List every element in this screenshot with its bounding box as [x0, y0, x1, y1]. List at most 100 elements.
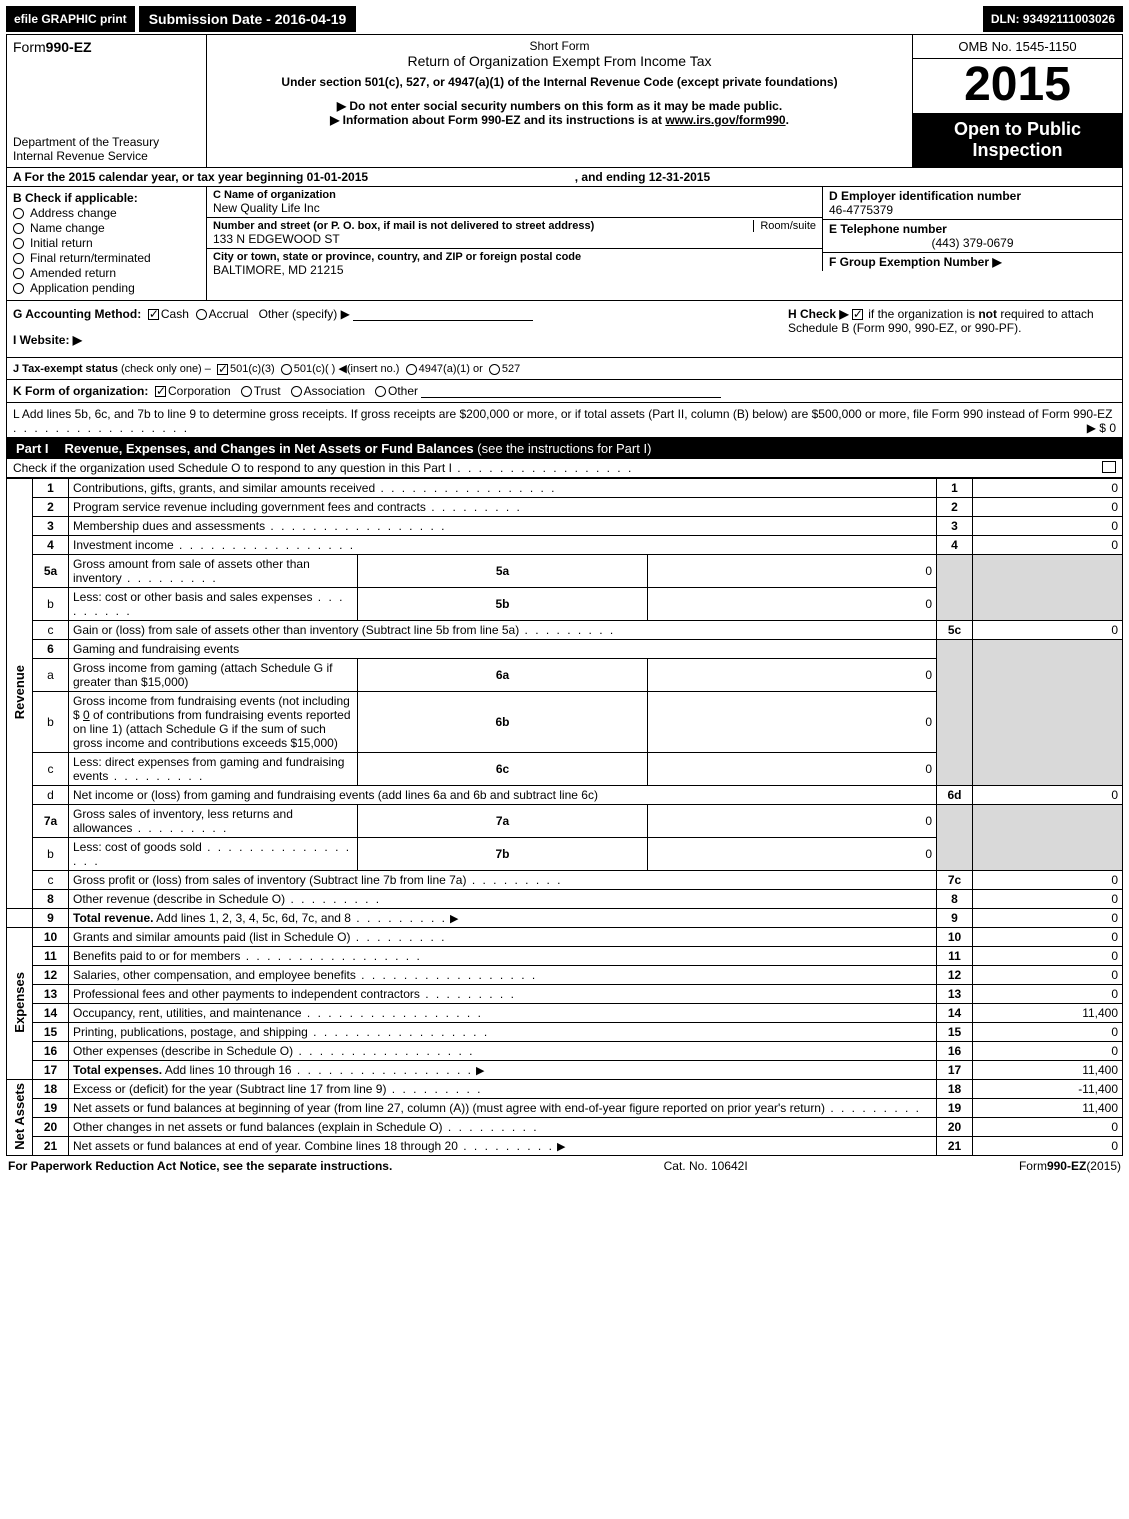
- d9t: Add lines 1, 2, 3, 4, 5c, 6d, 7c, and 8: [153, 911, 350, 925]
- b-opt-5: Application pending: [30, 281, 135, 295]
- n13: 13: [33, 985, 69, 1004]
- n16: 16: [33, 1042, 69, 1061]
- checkbox-icon[interactable]: [217, 364, 228, 375]
- radio-icon[interactable]: [406, 364, 417, 375]
- n6d: d: [33, 786, 69, 805]
- rv5c: 0: [973, 621, 1123, 640]
- radio-icon[interactable]: [13, 208, 24, 219]
- n6c: c: [33, 753, 69, 786]
- info-link[interactable]: www.irs.gov/form990: [665, 113, 785, 127]
- radio-icon[interactable]: [13, 223, 24, 234]
- do-not-enter: ▶ Do not enter social security numbers o…: [215, 99, 904, 113]
- part-i-sub: Check if the organization used Schedule …: [6, 459, 1123, 478]
- d5bt: Less: cost or other basis and sales expe…: [73, 590, 312, 604]
- part-i-sub-text: Check if the organization used Schedule …: [13, 461, 1096, 475]
- rv16: 0: [973, 1042, 1123, 1061]
- col-b: B Check if applicable: Address change Na…: [7, 187, 207, 300]
- d5b: Less: cost or other basis and sales expe…: [69, 588, 358, 621]
- row-8: 8 Other revenue (describe in Schedule O)…: [7, 890, 1123, 909]
- shade-6v: [973, 640, 1123, 786]
- rn14: 14: [937, 1004, 973, 1023]
- rn1: 1: [937, 479, 973, 498]
- d20: Other changes in net assets or fund bala…: [69, 1118, 937, 1137]
- d6at: Gross income from gaming (attach Schedul…: [73, 661, 332, 689]
- n6: 6: [33, 640, 69, 659]
- c-addr-row: Number and street (or P. O. box, if mail…: [207, 218, 822, 249]
- d6a: Gross income from gaming (attach Schedul…: [69, 659, 358, 692]
- d3t: Membership dues and assessments: [73, 519, 265, 533]
- row-16: 16 Other expenses (describe in Schedule …: [7, 1042, 1123, 1061]
- checkbox-icon[interactable]: [148, 309, 159, 320]
- j-o2n: ◀(insert no.): [338, 363, 399, 375]
- n5b: b: [33, 588, 69, 621]
- rv12: 0: [973, 966, 1123, 985]
- col-def: D Employer identification number 46-4775…: [822, 187, 1122, 300]
- radio-icon[interactable]: [489, 364, 500, 375]
- k-other-line[interactable]: [421, 397, 721, 398]
- checkbox-icon[interactable]: [852, 309, 863, 320]
- n6a: a: [33, 659, 69, 692]
- b-opt-name[interactable]: Name change: [13, 221, 200, 235]
- rn9: 9: [937, 909, 973, 928]
- part-i-checkbox[interactable]: [1102, 461, 1116, 473]
- row-19: 19 Net assets or fund balances at beginn…: [7, 1099, 1123, 1118]
- mn5b: 5b: [358, 588, 647, 621]
- rv21: 0: [973, 1137, 1123, 1156]
- rn6d: 6d: [937, 786, 973, 805]
- rv4: 0: [973, 536, 1123, 555]
- line-a-end: 12-31-2015: [649, 170, 710, 184]
- k-line: K Form of organization: Corporation Trus…: [7, 382, 1122, 400]
- c-name-row: C Name of organization New Quality Life …: [207, 187, 822, 218]
- b-opt-address[interactable]: Address change: [13, 206, 200, 220]
- radio-icon[interactable]: [241, 386, 252, 397]
- bcdef-block: B Check if applicable: Address change Na…: [6, 187, 1123, 301]
- b-opt-0: Address change: [30, 206, 117, 220]
- footer-right-pre: Form: [1019, 1159, 1047, 1173]
- rv7c: 0: [973, 871, 1123, 890]
- b-opt-pending[interactable]: Application pending: [13, 281, 200, 295]
- radio-icon[interactable]: [13, 238, 24, 249]
- radio-icon[interactable]: [291, 386, 302, 397]
- b-opt-initial[interactable]: Initial return: [13, 236, 200, 250]
- department: Department of the Treasury Internal Reve…: [13, 135, 200, 163]
- part-i-title-sub: (see the instructions for Part I): [474, 441, 652, 456]
- d18: Excess or (deficit) for the year (Subtra…: [69, 1080, 937, 1099]
- l-amt: ▶ $ 0: [1087, 421, 1116, 435]
- rn16: 16: [937, 1042, 973, 1061]
- radio-icon[interactable]: [13, 283, 24, 294]
- d21: Net assets or fund balances at end of ye…: [69, 1137, 937, 1156]
- checkbox-icon[interactable]: [155, 386, 166, 397]
- line-a-pre: A For the 2015 calendar year, or tax yea…: [13, 170, 307, 184]
- radio-icon[interactable]: [13, 253, 24, 264]
- side-net-text: Net Assets: [12, 1083, 27, 1150]
- d1: Contributions, gifts, grants, and simila…: [69, 479, 937, 498]
- radio-icon[interactable]: [13, 268, 24, 279]
- g-other-line[interactable]: [353, 320, 533, 321]
- d12: Salaries, other compensation, and employ…: [69, 966, 937, 985]
- n12: 12: [33, 966, 69, 985]
- b-opt-amended[interactable]: Amended return: [13, 266, 200, 280]
- n20: 20: [33, 1118, 69, 1137]
- d5ct: Gain or (loss) from sale of assets other…: [73, 623, 519, 637]
- row-18: Net Assets 18 Excess or (deficit) for th…: [7, 1080, 1123, 1099]
- omb-number: OMB No. 1545-1150: [913, 35, 1122, 59]
- rv9: 0: [973, 909, 1123, 928]
- l-amt-value: 0: [1109, 421, 1116, 435]
- rn20: 20: [937, 1118, 973, 1137]
- e-value: (443) 379-0679: [829, 236, 1116, 250]
- b-opt-final[interactable]: Final return/terminated: [13, 251, 200, 265]
- shade-7: [937, 805, 973, 871]
- under-section: Under section 501(c), 527, or 4947(a)(1)…: [215, 75, 904, 89]
- side-revenue: Revenue: [7, 479, 33, 909]
- d7b: Less: cost of goods sold: [69, 838, 358, 871]
- rv20: 0: [973, 1118, 1123, 1137]
- efile-button[interactable]: efile GRAPHIC print: [6, 6, 135, 32]
- l-text: L Add lines 5b, 6c, and 7b to line 9 to …: [13, 407, 1112, 421]
- footer-mid: Cat. No. 10642I: [664, 1159, 748, 1173]
- n10: 10: [33, 928, 69, 947]
- side-rev-end: [7, 909, 33, 928]
- n17: 17: [33, 1061, 69, 1080]
- radio-icon[interactable]: [281, 364, 292, 375]
- radio-icon[interactable]: [196, 309, 207, 320]
- radio-icon[interactable]: [375, 386, 386, 397]
